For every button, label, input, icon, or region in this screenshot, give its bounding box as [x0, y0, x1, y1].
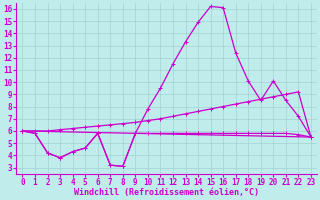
X-axis label: Windchill (Refroidissement éolien,°C): Windchill (Refroidissement éolien,°C): [74, 188, 259, 197]
